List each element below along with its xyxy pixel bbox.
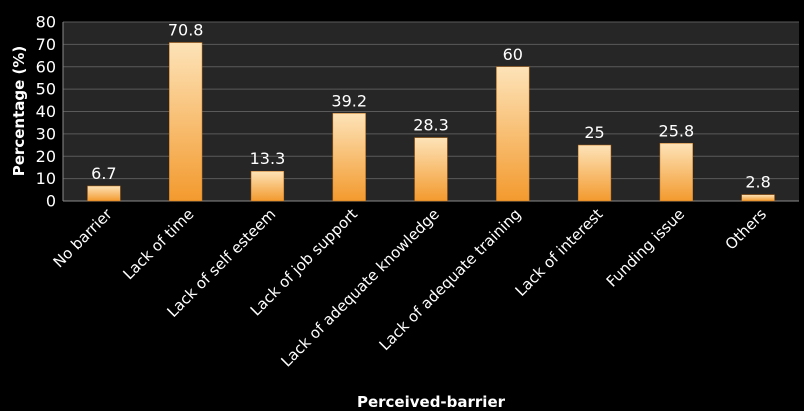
data-label: 6.7 <box>91 164 116 183</box>
data-label: 25 <box>584 123 604 142</box>
x-tick-label: Lack of interest <box>512 205 607 300</box>
y-tick-label: 20 <box>36 147 56 166</box>
data-label: 13.3 <box>250 149 286 168</box>
y-tick-label: 70 <box>36 35 56 54</box>
y-tick-label: 40 <box>36 102 56 121</box>
y-tick-label: 50 <box>36 80 56 99</box>
data-label: 28.3 <box>413 116 449 135</box>
x-axis-title: Perceived-barrier <box>357 393 506 411</box>
y-tick-label: 80 <box>36 13 56 32</box>
x-tick-label: No barrier <box>50 205 117 272</box>
bar <box>332 113 366 202</box>
bar <box>577 144 612 202</box>
x-tick-label: Lack of adequate training <box>376 205 525 354</box>
bar <box>87 185 121 202</box>
y-tick-label: 60 <box>36 57 56 76</box>
data-label: 39.2 <box>331 91 367 110</box>
bar <box>659 143 693 202</box>
y-tick-label: 0 <box>46 192 56 211</box>
x-tick-label: Lack of adequate knowledge <box>277 205 442 370</box>
x-tick-label: Lack of time <box>119 205 197 283</box>
data-label: 60 <box>503 45 523 64</box>
y-tick-label: 10 <box>36 169 56 188</box>
bar <box>250 170 285 202</box>
bar <box>169 42 203 202</box>
bar <box>496 66 530 202</box>
bar <box>741 194 775 202</box>
data-label: 2.8 <box>745 173 770 192</box>
y-axis-title: Percentage (%) <box>10 46 28 176</box>
y-tick-label: 30 <box>36 124 56 143</box>
x-tick-label: Funding issue <box>603 205 688 290</box>
x-tick-label: Others <box>722 205 771 254</box>
data-label: 70.8 <box>168 21 204 40</box>
bar <box>414 137 448 202</box>
data-label: 25.8 <box>659 121 695 140</box>
